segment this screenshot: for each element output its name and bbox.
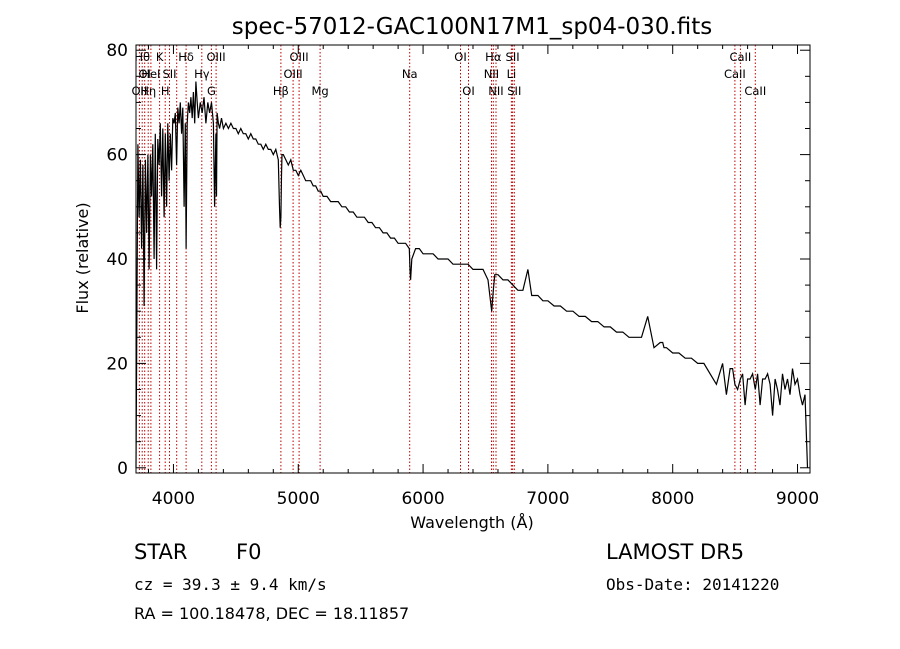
- line-label: Mg: [311, 84, 328, 98]
- line-label: H: [161, 84, 170, 98]
- y-tick-label: 0: [117, 459, 128, 479]
- plot-frame: [135, 44, 811, 474]
- coordinates-readout: RA = 100.18478, DEC = 18.11857: [134, 604, 409, 623]
- line-label: SII: [162, 67, 176, 81]
- line-label: OIII: [206, 50, 225, 64]
- x-tick-label: 8000: [651, 489, 694, 509]
- line-label: Hγ: [194, 67, 210, 81]
- line-label: OI: [138, 67, 150, 81]
- spectrum-line: [135, 81, 809, 468]
- line-label: OIII: [283, 67, 302, 81]
- line-label: NII: [488, 84, 503, 98]
- x-tick-label: 7000: [526, 489, 569, 509]
- y-axis-ticks: 0 20 40 60 80: [106, 41, 810, 479]
- line-label: Hθ: [134, 50, 150, 64]
- line-label: OII: [131, 84, 147, 98]
- survey-name: LAMOST DR5: [606, 540, 744, 564]
- line-label: K: [156, 50, 164, 64]
- line-label: OI: [454, 50, 466, 64]
- x-tick-label: 9000: [776, 489, 819, 509]
- line-label: OIII: [289, 50, 308, 64]
- obs-date: Obs-Date: 20141220: [606, 575, 779, 594]
- y-axis-label: Flux (relative): [73, 202, 92, 313]
- line-label: CaII: [729, 50, 751, 64]
- redshift-readout: cz = 39.3 ± 9.4 km/s: [134, 575, 327, 594]
- line-label: SII: [507, 84, 521, 98]
- y-tick-label: 40: [106, 250, 128, 270]
- object-class: STAR: [134, 540, 187, 564]
- line-label: SII: [506, 50, 520, 64]
- line-label: HeI: [141, 67, 160, 81]
- line-label: Na: [402, 67, 418, 81]
- line-label: OI: [462, 84, 474, 98]
- line-label: Hα: [485, 50, 502, 64]
- x-tick-label: 5000: [277, 489, 320, 509]
- line-label: G: [207, 84, 216, 98]
- y-tick-label: 20: [106, 354, 128, 374]
- line-label: Hβ: [273, 84, 289, 98]
- x-tick-label: 6000: [401, 489, 444, 509]
- x-tick-label: 4000: [152, 489, 195, 509]
- line-label: Li: [507, 67, 517, 81]
- line-markers: [138, 45, 756, 473]
- line-label: Hη: [140, 84, 156, 98]
- line-label: CaII: [724, 67, 746, 81]
- y-tick-label: 60: [106, 146, 128, 166]
- chart-title: spec-57012-GAC100N17M1_sp04-030.fits: [232, 14, 712, 40]
- object-subclass: F0: [236, 540, 261, 564]
- line-label: NII: [484, 67, 499, 81]
- y-tick-label: 80: [106, 41, 128, 61]
- line-labels: OIIHθOIHηHeIKHSIIHδHγGOIIIHβOIIIOIIIMgNa…: [131, 50, 766, 98]
- x-axis-label: Wavelength (Å): [410, 513, 533, 532]
- line-label: CaII: [744, 84, 766, 98]
- x-axis-ticks: 4000 5000 6000 7000 8000 9000: [147, 45, 819, 509]
- line-label: Hδ: [178, 50, 194, 64]
